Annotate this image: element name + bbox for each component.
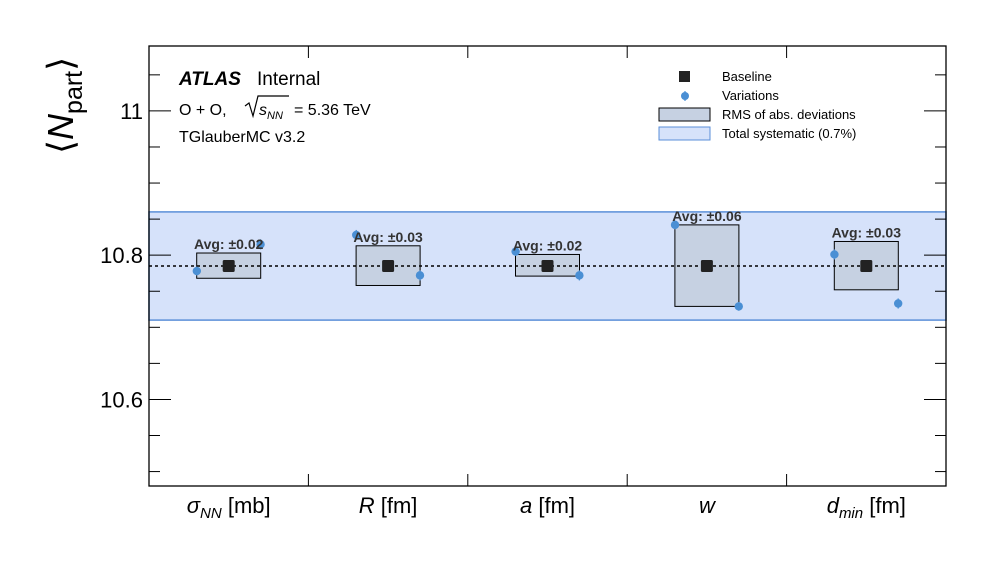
x-category-label: w	[699, 493, 717, 518]
atlas-label: ATLAS	[178, 69, 241, 90]
y-axis-title: ⟨Npart⟩	[40, 57, 88, 154]
legend-marker-baseline	[679, 71, 690, 82]
variation-point	[670, 220, 680, 230]
legend-marker-total-systematic	[658, 126, 711, 141]
baseline-marker	[382, 260, 395, 272]
variation-point	[192, 266, 202, 276]
avg-label: Avg: ±0.02	[194, 236, 264, 252]
avg-label: Avg: ±0.06	[672, 208, 742, 224]
legend-marker-rms	[658, 107, 711, 122]
legend-total-systematic: Total systematic (0.7%)	[722, 126, 856, 141]
avg-label: Avg: ±0.02	[513, 237, 583, 253]
y-tick-label: 10.6	[100, 387, 143, 412]
legend-baseline: Baseline	[722, 69, 772, 84]
baseline-marker	[541, 260, 554, 272]
variation-point	[734, 302, 743, 311]
baseline-marker	[860, 260, 873, 272]
variation-point	[830, 250, 839, 259]
variation-point	[352, 230, 361, 240]
y-tick-label: 10.8	[100, 243, 143, 268]
x-category-label: a [fm]	[520, 493, 575, 518]
variation-point	[575, 271, 584, 280]
legend-variations: Variations	[722, 88, 779, 103]
sqrt-symbol	[244, 95, 289, 119]
variation-point	[511, 247, 520, 256]
x-category-labels: σNN [mb] R [fm] a [fm] w dmin [fm]	[187, 493, 906, 522]
sqrt-s-label: sNN	[259, 102, 283, 122]
avg-label: Avg: ±0.03	[353, 229, 423, 245]
x-category-label: dmin [fm]	[827, 493, 906, 522]
variation-point	[256, 240, 265, 249]
data-points	[192, 220, 903, 311]
generator-label: TGlauberMC v3.2	[179, 129, 305, 146]
baseline-marker	[700, 260, 713, 272]
y-tick-label: 11	[120, 99, 143, 124]
plot-frame	[148, 45, 947, 487]
internal-label: Internal	[257, 69, 320, 90]
axis-ticks	[149, 46, 946, 486]
collision-system-label: O + O,	[179, 102, 227, 119]
legend: Baseline Variations RMS of abs. deviatio…	[658, 69, 856, 141]
avg-label: Avg: ±0.03	[832, 224, 902, 240]
y-tick-labels: 10.6 10.8 11	[100, 99, 143, 413]
baseline-marker	[222, 260, 235, 272]
energy-label: = 5.36 TeV	[294, 102, 371, 119]
x-category-label: σNN [mb]	[187, 493, 271, 522]
variation-point	[415, 271, 425, 280]
variation-point	[893, 299, 903, 308]
x-category-label: R [fm]	[359, 493, 418, 518]
avg-labels: Avg: ±0.02 Avg: ±0.03 Avg: ±0.02 Avg: ±0.06…	[194, 208, 901, 254]
legend-rms: RMS of abs. deviations	[722, 107, 856, 122]
